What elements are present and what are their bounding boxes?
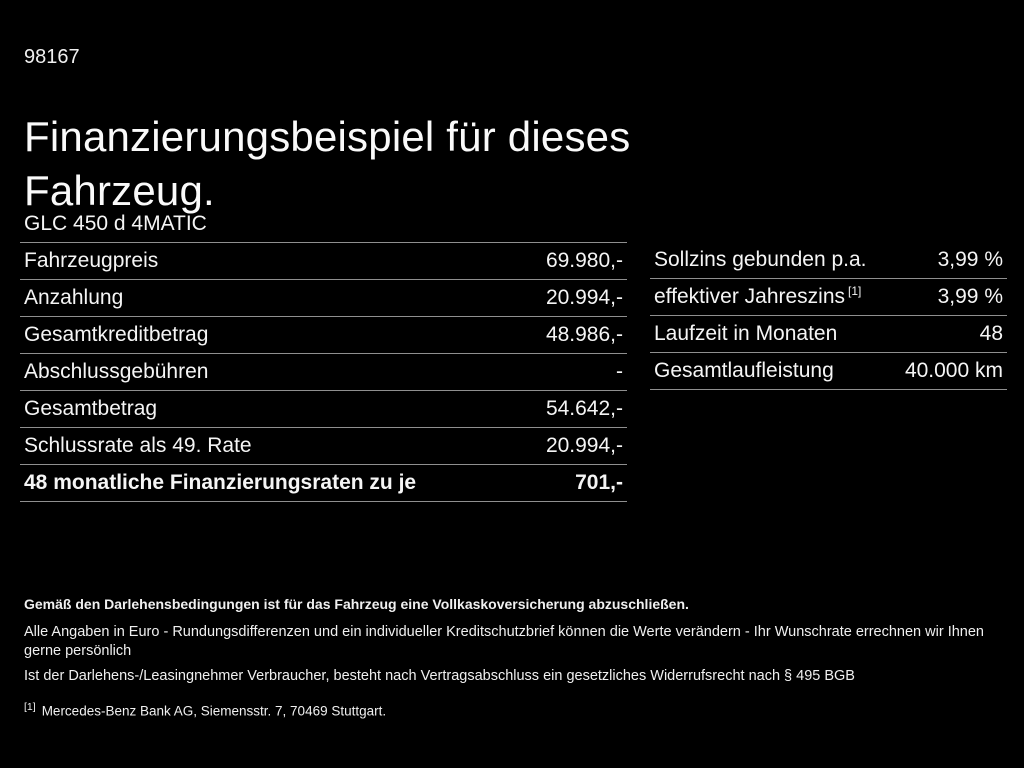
- insurance-note: Gemäß den Darlehensbedingungen ist für d…: [24, 596, 689, 612]
- table-row-total-credit: Gesamtkreditbetrag 48.986,-: [20, 316, 627, 353]
- tables-container: Fahrzeugpreis 69.980,- Anzahlung 20.994,…: [20, 242, 1007, 502]
- row-label: Anzahlung: [24, 286, 124, 309]
- disclaimer-line-1: Alle Angaben in Euro - Rundungsdifferenz…: [24, 624, 984, 659]
- row-label: Fahrzeugpreis: [24, 249, 159, 272]
- table-row-vehicle-price: Fahrzeugpreis 69.980,-: [20, 242, 627, 279]
- row-label: effektiver Jahreszins [1]: [654, 284, 862, 308]
- conditions-table: Sollzins gebunden p.a. 3,99 % effektiver…: [650, 242, 1007, 390]
- page-title: Finanzierungsbeispiel für dieses Fahrzeu…: [24, 113, 631, 215]
- table-row-total-mileage: Gesamtlaufleistung 40.000 km: [650, 353, 1007, 390]
- row-value: 20.994,-: [545, 286, 623, 309]
- row-value: 3,99 %: [937, 285, 1003, 308]
- table-row-closing-fees: Abschlussgebühren -: [20, 353, 627, 390]
- table-row-final-installment: Schlussrate als 49. Rate 20.994,-: [20, 427, 627, 464]
- bank-footnote: [1] Mercedes-Benz Bank AG, Siemensstr. 7,…: [24, 699, 1004, 720]
- row-label: Laufzeit in Monaten: [654, 322, 838, 345]
- row-value: 3,99 %: [937, 248, 1003, 271]
- row-label: Sollzins gebunden p.a.: [654, 248, 867, 271]
- table-row-down-payment: Anzahlung 20.994,-: [20, 279, 627, 316]
- table-row-effective-interest: effektiver Jahreszins [1] 3,99 %: [650, 279, 1007, 316]
- finance-table: Fahrzeugpreis 69.980,- Anzahlung 20.994,…: [20, 242, 627, 502]
- row-value: 20.994,-: [545, 434, 623, 457]
- footnote-text: Mercedes-Benz Bank AG, Siemensstr. 7, 70…: [41, 703, 387, 719]
- row-value: 701,-: [575, 471, 623, 494]
- vehicle-model: GLC 450 d 4MATIC: [24, 212, 207, 235]
- row-value: -: [616, 360, 623, 383]
- row-value: 40.000 km: [904, 359, 1003, 382]
- row-label: Gesamtlaufleistung: [654, 359, 834, 382]
- footer: Gemäß den Darlehensbedingungen ist für d…: [24, 595, 1004, 720]
- footnote-marker: [1]: [848, 284, 862, 298]
- table-row-total-amount: Gesamtbetrag 54.642,-: [20, 390, 627, 427]
- row-value: 54.642,-: [545, 397, 623, 420]
- footnote-marker: [1]: [24, 701, 36, 713]
- table-row-nominal-interest: Sollzins gebunden p.a. 3,99 %: [650, 242, 1007, 279]
- row-value: 48: [979, 322, 1003, 345]
- row-value: 69.980,-: [545, 249, 623, 272]
- row-value: 48.986,-: [545, 323, 623, 346]
- disclaimer-line-2: Ist der Darlehens-/Leasingnehmer Verbrau…: [24, 668, 855, 684]
- row-label: Gesamtbetrag: [24, 397, 158, 420]
- table-row-monthly-rate: 48 monatliche Finanzierungsraten zu je 7…: [20, 464, 627, 501]
- document-number: 98167: [24, 46, 80, 68]
- row-label: Gesamtkreditbetrag: [24, 323, 209, 346]
- row-label: 48 monatliche Finanzierungsraten zu je: [24, 471, 417, 494]
- table-row-term-months: Laufzeit in Monaten 48: [650, 316, 1007, 353]
- row-label: Schlussrate als 49. Rate: [24, 434, 252, 457]
- row-label: Abschlussgebühren: [24, 360, 209, 383]
